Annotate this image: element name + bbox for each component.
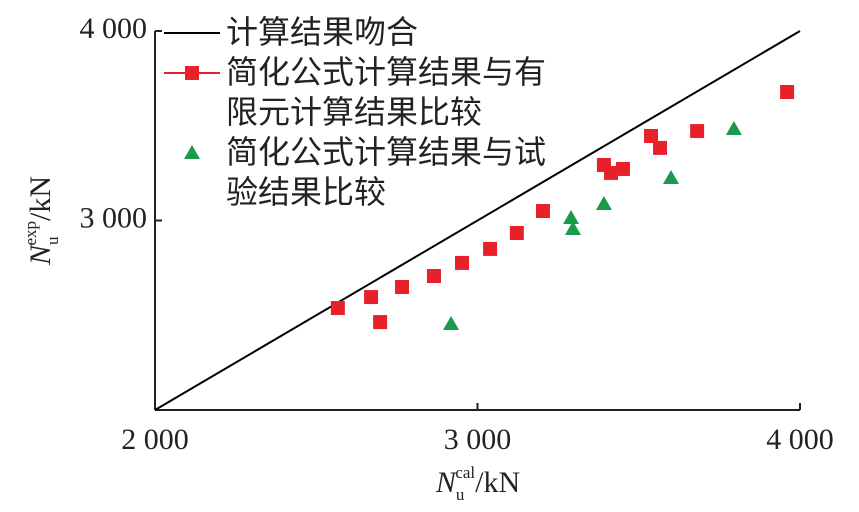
legend-entry: 简化公式计算结果与试验结果比较 xyxy=(162,132,561,212)
triangle-marker xyxy=(563,210,580,225)
square-marker xyxy=(185,66,199,80)
legend-label: 简化公式计算结果与试验结果比较 xyxy=(226,133,547,211)
axis-sup: cal xyxy=(455,463,475,482)
square-marker xyxy=(644,128,659,143)
square-marker xyxy=(535,204,550,219)
square-marker xyxy=(780,85,795,100)
square-marker xyxy=(653,140,668,155)
legend-entry: 简化公式计算结果与有限元计算结果比较 xyxy=(162,52,561,132)
x-tick-label: 4 000 xyxy=(766,423,834,456)
legend-icon xyxy=(164,66,220,80)
square-marker xyxy=(426,269,441,284)
axis-sub: u xyxy=(456,485,465,504)
triangle-marker xyxy=(595,196,612,211)
x-tick-label: 3 000 xyxy=(444,423,512,456)
triangle-marker xyxy=(564,221,581,236)
square-marker xyxy=(615,161,630,176)
legend: 计算结果吻合 简化公式计算结果与有限元计算结果比较 简化公式计算结果与试验结果比较 xyxy=(162,12,561,212)
square-marker xyxy=(455,255,470,270)
axis-unit: /kN xyxy=(24,176,57,221)
axis-sub: u xyxy=(43,236,62,245)
triangle-marker xyxy=(725,120,742,135)
y-tick-label: 4 000 xyxy=(80,12,148,45)
square-marker xyxy=(690,124,705,139)
legend-icon xyxy=(164,32,220,34)
square-marker xyxy=(373,315,388,330)
legend-label: 计算结果吻合 xyxy=(226,13,419,51)
xlabel-title: Nu cal/kN xyxy=(435,463,520,504)
square-marker xyxy=(330,301,345,316)
fit-line xyxy=(154,30,801,411)
square-marker xyxy=(604,165,619,180)
square-marker xyxy=(395,280,410,295)
y-tick-label: 3 000 xyxy=(80,201,148,234)
ylabel-title: Nuexp/kN xyxy=(21,176,62,266)
legend-icon xyxy=(184,145,200,159)
x-tick-label: 2 000 xyxy=(121,423,189,456)
axis-symbol: N xyxy=(435,466,458,499)
axis-sup: exp xyxy=(21,221,40,246)
legend-label: 简化公式计算结果与有限元计算结果比较 xyxy=(226,53,547,131)
triangle-marker xyxy=(184,145,200,159)
square-marker xyxy=(509,226,524,241)
square-marker xyxy=(364,290,379,305)
triangle-marker xyxy=(443,315,460,330)
axis-symbol: N xyxy=(24,243,57,266)
square-marker xyxy=(483,241,498,256)
legend-entry: 计算结果吻合 xyxy=(162,12,561,52)
triangle-marker xyxy=(663,170,679,185)
axis-unit: /kN xyxy=(475,466,520,499)
